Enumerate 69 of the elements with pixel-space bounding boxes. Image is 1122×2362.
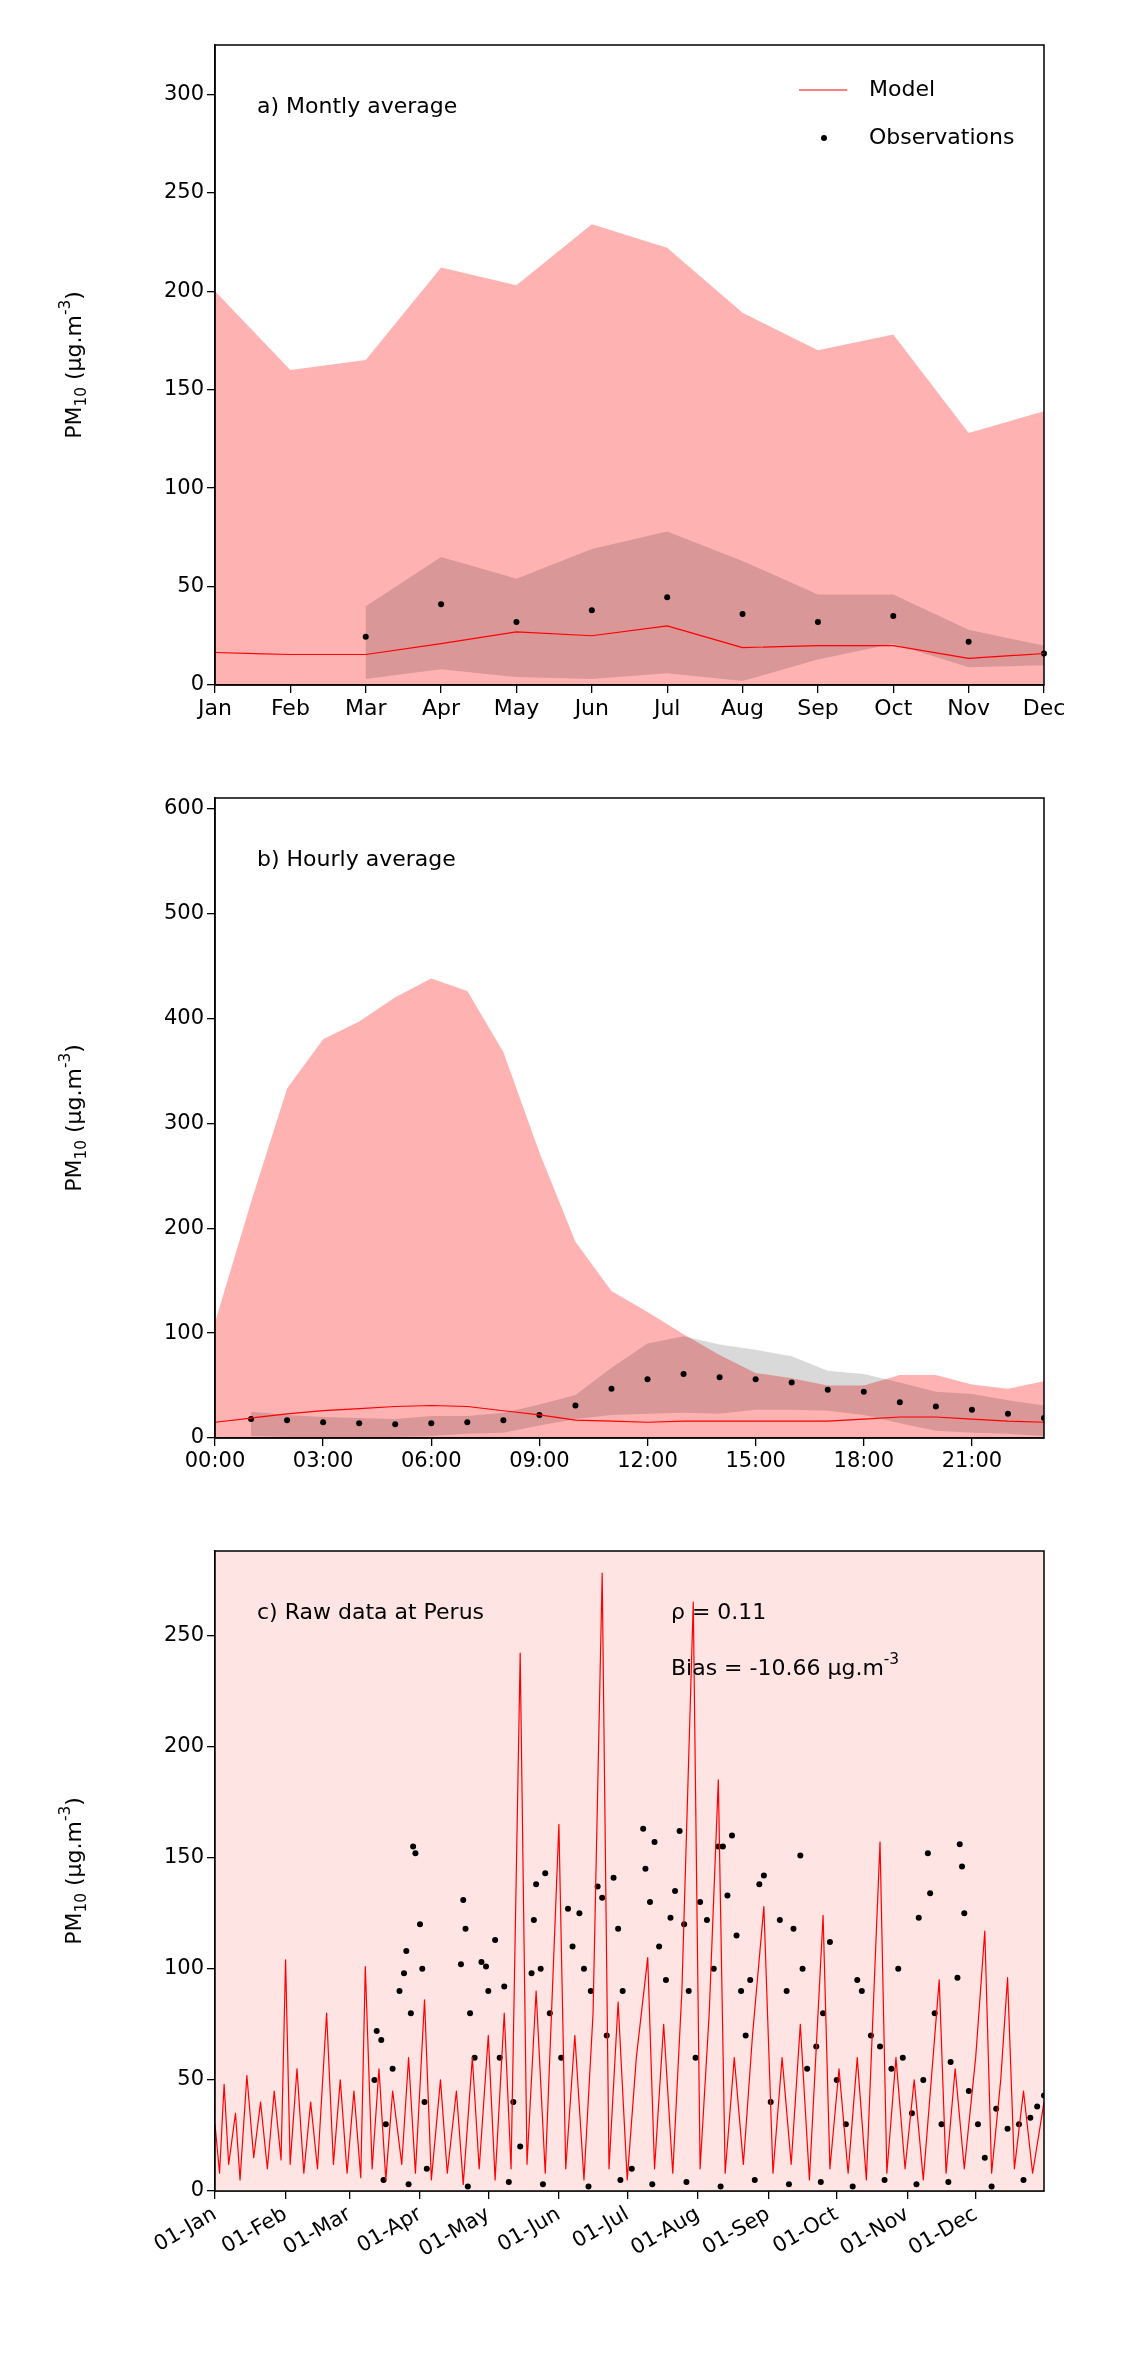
x-tick-label: Jul bbox=[651, 694, 681, 720]
point bbox=[572, 1402, 579, 1409]
x-tick-label: Aug bbox=[721, 694, 765, 720]
x-tick-label: Jan bbox=[196, 694, 232, 720]
annotation: b) Hourly average bbox=[257, 845, 456, 871]
y-tick-label: 200 bbox=[163, 277, 204, 302]
x-tick-label: Dec bbox=[1022, 694, 1066, 720]
point bbox=[392, 1421, 399, 1428]
y-tick-label: 300 bbox=[163, 1109, 204, 1134]
legend-label: Model bbox=[869, 75, 936, 101]
y-tick-label: 150 bbox=[163, 376, 204, 401]
point bbox=[644, 1376, 651, 1383]
x-tick-label: Apr bbox=[422, 694, 462, 720]
point bbox=[824, 1386, 831, 1393]
point bbox=[932, 1403, 939, 1410]
y-tick-label: 200 bbox=[163, 1214, 204, 1239]
point bbox=[284, 1417, 291, 1424]
x-tick-label: 03:00 bbox=[292, 1448, 354, 1473]
x-tick-label: 15:00 bbox=[725, 1448, 786, 1473]
x-tick-label: 06:00 bbox=[401, 1448, 462, 1473]
point bbox=[968, 1406, 975, 1413]
legend-label: Observations bbox=[869, 123, 1015, 149]
y-tick-label: 400 bbox=[163, 1004, 204, 1029]
y-tick-label: 100 bbox=[163, 1955, 204, 1980]
x-tick-label: 21:00 bbox=[941, 1448, 1003, 1473]
x-tick-label: Jun bbox=[572, 694, 610, 720]
x-tick-label: Sep bbox=[797, 694, 839, 720]
y-tick-label: 500 bbox=[163, 899, 204, 924]
x-tick-label: Nov bbox=[947, 694, 991, 720]
annotation: c) Raw data at Perus bbox=[257, 1598, 485, 1624]
x-tick-label: 00:00 bbox=[184, 1448, 246, 1473]
point bbox=[356, 1420, 363, 1427]
y-axis-title: PM10 (μg.m-3) bbox=[56, 1044, 90, 1192]
y-tick-label: 150 bbox=[163, 1844, 204, 1869]
point bbox=[500, 1417, 507, 1424]
y-tick-label: 200 bbox=[163, 1733, 204, 1758]
y-axis-title: PM10 (μg.m-3) bbox=[56, 291, 90, 439]
annotation: ρ = 0.11 bbox=[670, 1598, 767, 1624]
point bbox=[752, 1376, 759, 1383]
annotation: a) Montly average bbox=[257, 92, 458, 118]
y-tick-label: 250 bbox=[163, 1621, 204, 1646]
x-tick-label: 18:00 bbox=[833, 1448, 895, 1473]
point bbox=[1004, 1410, 1011, 1417]
point bbox=[896, 1399, 903, 1406]
x-tick-label: 12:00 bbox=[617, 1448, 678, 1473]
point bbox=[320, 1419, 327, 1426]
y-tick-label: 0 bbox=[190, 1424, 204, 1449]
point bbox=[860, 1388, 867, 1395]
y-tick-label: 300 bbox=[163, 80, 204, 105]
x-tick-label: Feb bbox=[270, 694, 310, 720]
point bbox=[608, 1385, 615, 1392]
y-axis-title: PM10 (μg.m-3) bbox=[56, 1797, 90, 1945]
y-tick-label: 50 bbox=[177, 2066, 204, 2091]
point bbox=[716, 1374, 723, 1381]
point bbox=[428, 1420, 435, 1427]
x-tick-label: Mar bbox=[344, 694, 388, 720]
y-tick-label: 0 bbox=[190, 671, 204, 696]
y-tick-label: 250 bbox=[163, 179, 204, 204]
x-tick-label: Oct bbox=[874, 694, 913, 720]
y-tick-label: 100 bbox=[163, 1319, 204, 1344]
point bbox=[680, 1371, 687, 1377]
y-tick-label: 0 bbox=[190, 2177, 204, 2202]
x-tick-label: May bbox=[493, 694, 540, 720]
y-tick-label: 100 bbox=[163, 474, 204, 499]
x-tick-label: 09:00 bbox=[509, 1448, 570, 1473]
y-tick-label: 600 bbox=[163, 794, 204, 819]
y-tick-label: 50 bbox=[177, 572, 204, 597]
point bbox=[788, 1379, 795, 1386]
point bbox=[464, 1419, 471, 1426]
